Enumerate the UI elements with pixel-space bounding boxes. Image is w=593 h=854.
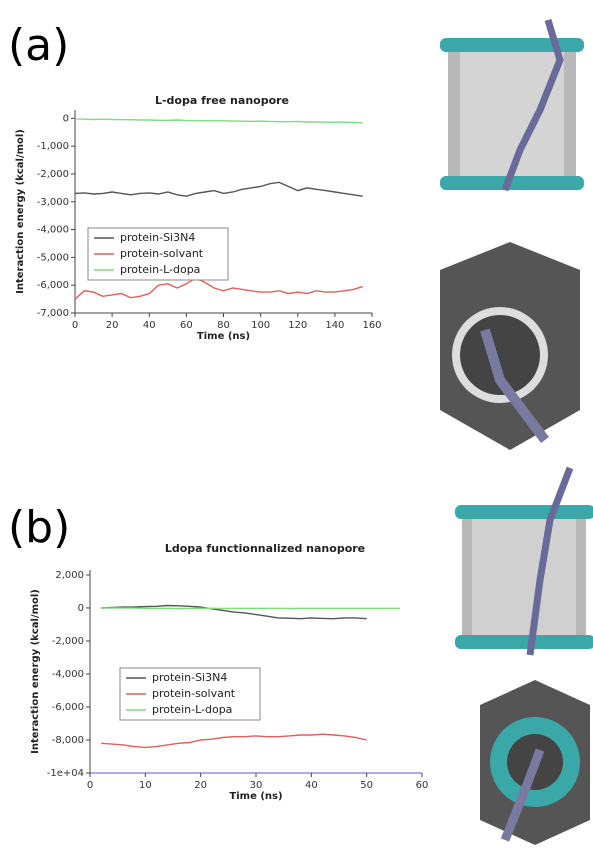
legend-label: protein-solvant: [120, 247, 204, 260]
chart-title: Ldopa functionnalized nanopore: [165, 542, 365, 555]
legend-label: protein-L-dopa: [152, 703, 232, 716]
y-tick-label: -2,000: [52, 636, 84, 647]
y-tick-label: -4,000: [37, 225, 69, 236]
legend-label: protein-L-dopa: [120, 263, 200, 276]
x-axis-label: Time (ns): [229, 791, 282, 802]
pore-side-view-a: [440, 18, 584, 192]
y-tick-label: -3,000: [37, 197, 69, 208]
x-tick-label: 40: [305, 780, 318, 791]
x-tick-label: 20: [194, 780, 207, 791]
chart-title: L-dopa free nanopore: [155, 94, 289, 107]
y-tick-label: -4,000: [52, 669, 84, 680]
series-line: [74, 118, 363, 124]
x-tick-label: 0: [87, 780, 93, 791]
y-tick-label: -1,000: [37, 141, 69, 152]
series-line: [101, 733, 367, 749]
x-tick-label: 20: [106, 320, 119, 331]
y-axis-label: Interaction energy (kcal/mol): [30, 589, 41, 754]
y-tick-label: -7,000: [37, 308, 69, 319]
y-axis-label: Interaction energy (kcal/mol): [15, 129, 26, 294]
x-tick-label: 0: [72, 320, 78, 331]
panel-label: (b): [8, 502, 70, 553]
panel-label: (a): [8, 20, 69, 71]
x-tick-label: 50: [360, 780, 373, 791]
y-tick-label: -1e+04: [47, 768, 84, 779]
y-tick-label: -6,000: [37, 280, 69, 291]
x-tick-label: 80: [217, 320, 230, 331]
x-tick-label: 120: [288, 320, 307, 331]
x-tick-label: 160: [362, 320, 381, 331]
y-tick-label: -5,000: [37, 252, 69, 263]
y-tick-label: 0: [63, 113, 69, 124]
series-line: [101, 607, 400, 610]
series-line: [101, 604, 367, 620]
y-tick-label: 0: [78, 603, 84, 614]
y-tick-label: -2,000: [37, 169, 69, 180]
series-line: [74, 277, 363, 300]
x-tick-label: 30: [250, 780, 263, 791]
y-tick-label: 2,000: [55, 570, 84, 581]
legend-label: protein-Si3N4: [152, 671, 227, 684]
x-tick-label: 140: [325, 320, 344, 331]
x-tick-label: 10: [139, 780, 152, 791]
x-tick-label: 100: [251, 320, 270, 331]
legend-label: protein-solvant: [152, 687, 236, 700]
x-tick-label: 60: [416, 780, 429, 791]
series-line: [74, 181, 363, 197]
x-axis-label: Time (ns): [197, 331, 250, 342]
y-tick-label: -8,000: [52, 735, 84, 746]
pore-top-view-b: [480, 680, 590, 845]
x-tick-label: 40: [143, 320, 156, 331]
pore-side-view-b: [455, 466, 593, 656]
y-tick-label: -6,000: [52, 702, 84, 713]
pore-top-view-a: [440, 242, 580, 450]
legend-label: protein-Si3N4: [120, 231, 195, 244]
x-tick-label: 60: [180, 320, 193, 331]
